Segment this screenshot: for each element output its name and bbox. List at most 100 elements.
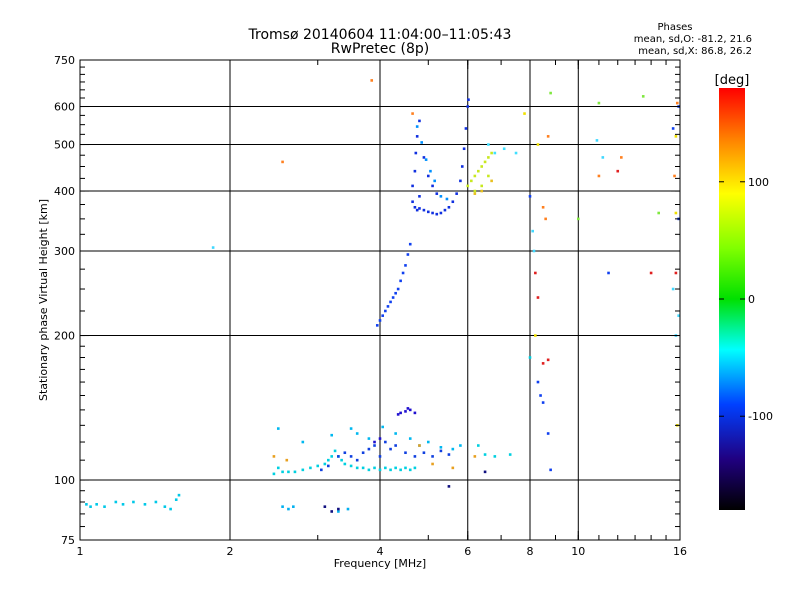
data-point (546, 358, 550, 362)
data-point (673, 174, 676, 178)
data-point (174, 498, 178, 501)
data-point (528, 195, 532, 198)
data-point (408, 437, 412, 440)
data-point (418, 195, 421, 198)
data-point (477, 169, 480, 173)
x-tick-label: 2 (227, 545, 234, 558)
data-point (415, 208, 419, 212)
x-axis-title: Frequency [MHz] (334, 557, 426, 570)
x-tick-label: 8 (527, 545, 534, 558)
data-point (431, 462, 434, 466)
x-tick-label: 16 (673, 545, 687, 558)
data-point (431, 455, 434, 458)
data-point (85, 503, 88, 506)
colorbar-label: [deg] (715, 73, 750, 88)
x-tick-label: 10 (571, 545, 585, 558)
phases-mean-o: mean, sd,O: -81.2, 21.6 (633, 34, 752, 45)
data-point (439, 449, 443, 453)
data-point (330, 510, 334, 513)
data-point (394, 444, 397, 447)
data-point (426, 440, 430, 444)
data-point (671, 287, 675, 291)
data-point (460, 165, 464, 168)
data-point (287, 470, 290, 474)
data-point (378, 468, 382, 472)
data-point (391, 296, 395, 299)
data-point (406, 253, 410, 256)
data-point (323, 462, 327, 466)
data-point (534, 271, 537, 275)
data-point (422, 451, 426, 455)
data-point (163, 505, 167, 508)
data-point (532, 249, 536, 253)
data-point (528, 356, 532, 359)
data-point (418, 207, 421, 210)
data-point (396, 287, 400, 291)
chart-title-line1: Tromsø 20140604 11:04:00–11:05:43 (248, 27, 512, 43)
data-point (132, 500, 135, 504)
data-point (523, 112, 526, 115)
data-point (514, 151, 518, 155)
data-point (422, 156, 426, 159)
data-point (349, 455, 353, 458)
data-point (413, 455, 417, 458)
data-point (367, 437, 371, 440)
data-point (536, 296, 540, 299)
data-point (451, 466, 455, 470)
y-axis-title: Stationary phase Virtual Height [km] (37, 199, 50, 401)
data-point (426, 210, 430, 214)
data-point (674, 271, 678, 275)
data-point (443, 208, 447, 212)
data-point (89, 505, 92, 508)
data-point (355, 466, 359, 470)
data-point (467, 98, 470, 101)
data-point (616, 169, 620, 173)
data-point (121, 503, 125, 506)
data-point (301, 440, 305, 444)
data-point (343, 451, 347, 455)
x-tick-label: 4 (377, 545, 384, 558)
data-point (292, 505, 295, 508)
data-point (433, 179, 436, 183)
x-tick-label: 6 (464, 545, 471, 558)
data-point (276, 466, 280, 470)
data-point (424, 158, 428, 161)
data-point (327, 458, 330, 462)
data-point (408, 468, 412, 472)
data-point (447, 205, 451, 209)
data-point (597, 101, 601, 105)
data-point (384, 466, 387, 470)
data-point (595, 139, 599, 142)
data-point (413, 169, 417, 173)
data-point (534, 334, 537, 337)
data-point (466, 184, 470, 188)
data-point (355, 458, 359, 462)
data-point (674, 211, 678, 215)
data-point (316, 464, 320, 468)
data-point (154, 500, 158, 504)
data-point (399, 411, 402, 415)
y-tick-label: 750 (54, 54, 75, 67)
data-point (429, 169, 432, 173)
data-point (597, 174, 601, 178)
data-point (114, 500, 118, 504)
y-tick-label: 300 (54, 245, 75, 258)
data-point (367, 468, 371, 472)
data-point (396, 413, 400, 416)
x-tick-label: 1 (77, 545, 84, 558)
data-point (415, 125, 419, 128)
data-point (480, 165, 484, 168)
chart-title-line2: RwPretec (8p) (330, 41, 430, 57)
data-point (531, 229, 534, 233)
data-point (418, 444, 421, 447)
colorbar-tick-label: 100 (748, 176, 769, 189)
colorbar-ticks: [deg] 100 0 -100 (715, 73, 773, 423)
data-point (470, 179, 473, 183)
data-point (439, 195, 443, 198)
data-point (177, 493, 181, 497)
y-tick-label: 600 (54, 101, 75, 114)
data-point (473, 189, 477, 193)
data-point (285, 458, 289, 462)
data-point (435, 212, 439, 216)
